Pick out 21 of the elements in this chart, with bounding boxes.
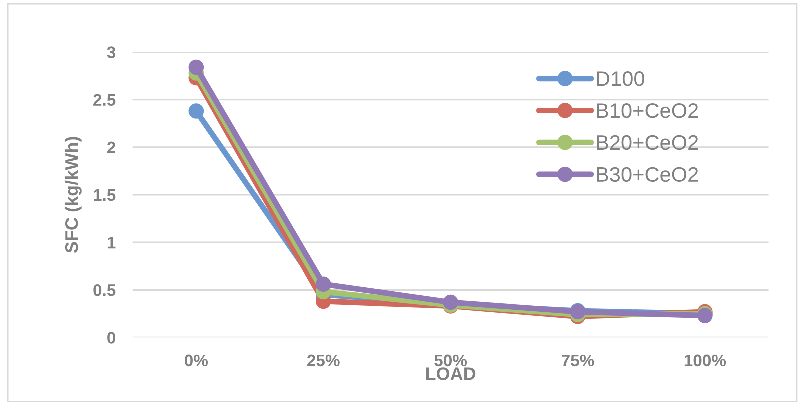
x-axis-title: LOAD bbox=[426, 368, 476, 380]
x-tick-label: 75% bbox=[562, 354, 594, 367]
x-tick-label: 100% bbox=[684, 354, 726, 367]
y-tick-label: 3 bbox=[107, 46, 116, 58]
y-tick-label: 1 bbox=[108, 237, 116, 249]
legend-label: D100 bbox=[597, 72, 644, 86]
x-tick-label: 50% bbox=[434, 354, 468, 367]
x-tick-label: 0% bbox=[185, 354, 208, 367]
point bbox=[316, 276, 332, 292]
y-axis-title: SFC (kg/kWh) bbox=[64, 137, 82, 254]
y-tick-label: 2.5 bbox=[94, 94, 116, 106]
y-tick-label: 1.5 bbox=[94, 190, 116, 202]
legend-label: B20+CeO2 bbox=[597, 135, 698, 150]
y-tick-label: 0.5 bbox=[94, 284, 116, 296]
x-tick-label: 25% bbox=[308, 354, 340, 367]
legend-label: B30+CeO2 bbox=[597, 167, 698, 182]
y-tick-label: 0 bbox=[108, 332, 116, 344]
point bbox=[188, 104, 204, 119]
legend-label: B10+CeO2 bbox=[597, 103, 698, 118]
y-tick-label: 2 bbox=[107, 142, 116, 154]
point bbox=[188, 60, 204, 76]
